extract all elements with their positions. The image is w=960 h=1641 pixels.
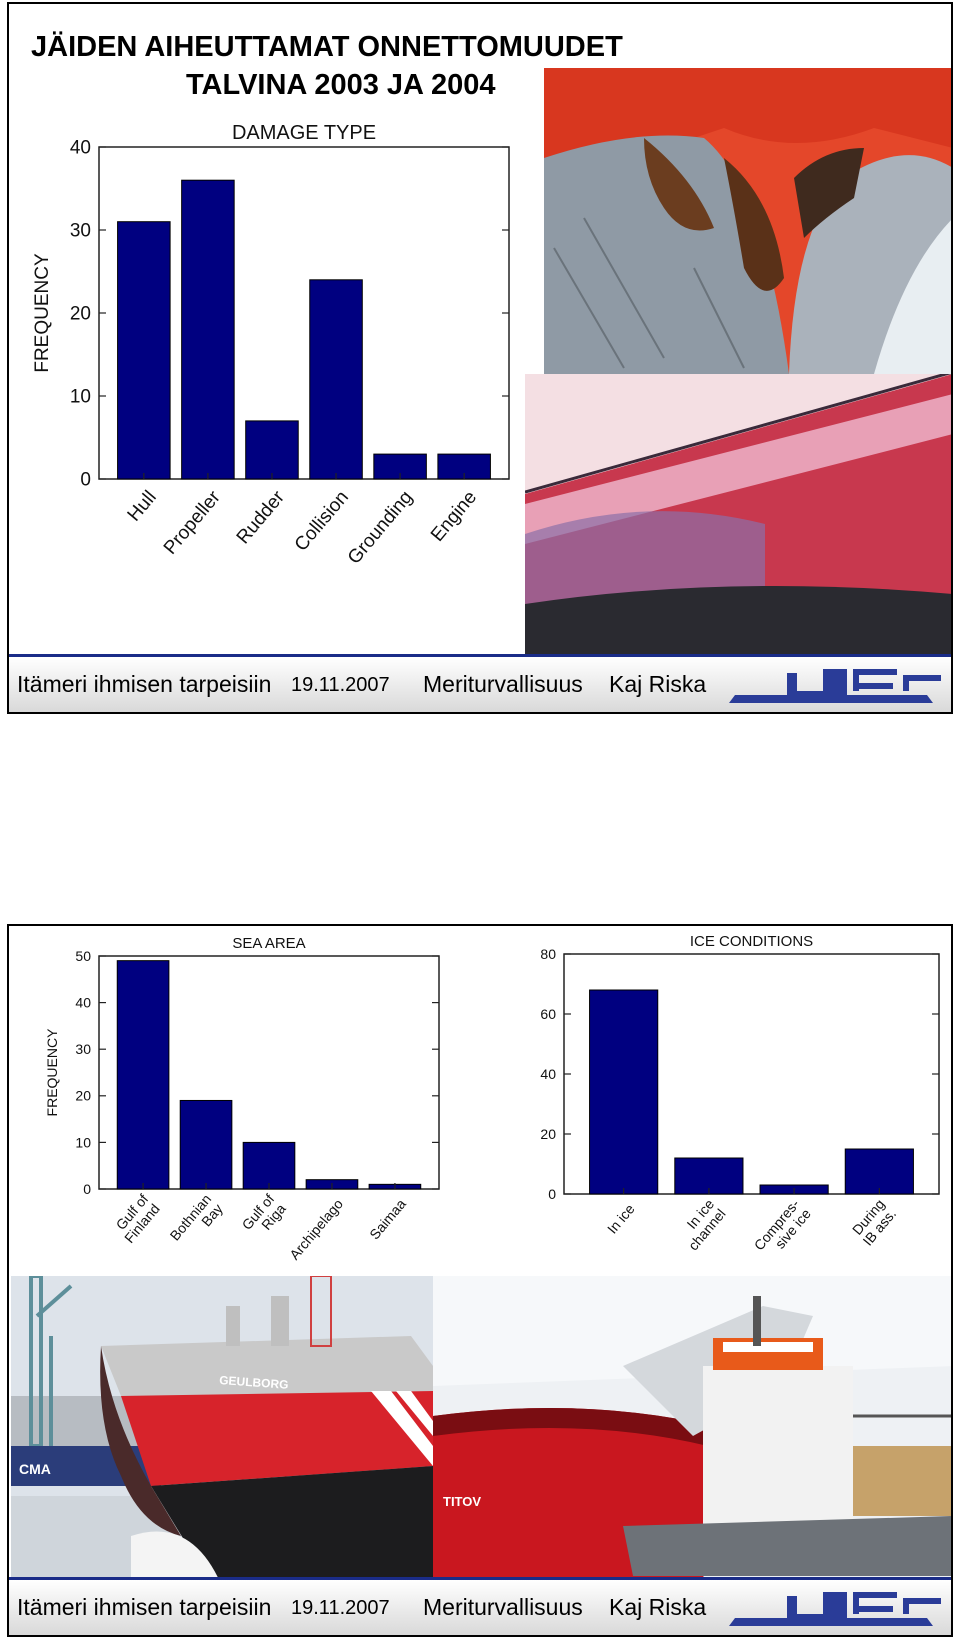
category-label-line: Propeller bbox=[160, 486, 225, 558]
category-label-line: Saimaa bbox=[366, 1196, 409, 1243]
ship-name-label-2: TITOV bbox=[443, 1494, 481, 1509]
footer-author: Kaj Riska bbox=[609, 671, 707, 697]
category-label-line: Engine bbox=[427, 487, 481, 546]
category-label: Saimaa bbox=[366, 1196, 409, 1243]
title-line-2: TALVINA 2003 JA 2004 bbox=[186, 69, 496, 101]
category-label: In icechannel bbox=[673, 1196, 728, 1254]
category-label: Propeller bbox=[160, 486, 225, 558]
category-label: Gulf ofRiga bbox=[239, 1191, 289, 1243]
y-axis-label: FREQUENCY bbox=[32, 253, 53, 373]
category-label: Engine bbox=[427, 487, 481, 546]
slide-footer: Itämeri ihmisen tarpeisiin 19.11.2007 Me… bbox=[9, 1577, 951, 1635]
footer-date: 19.11.2007 bbox=[291, 1597, 390, 1619]
bar-1 bbox=[179, 1099, 233, 1190]
slide-title: JÄIDEN AIHEUTTAMAT ONNETTOMUUDET TALVINA… bbox=[31, 28, 623, 104]
category-label-line: Collision bbox=[291, 487, 353, 556]
container-label: CMA bbox=[19, 1461, 51, 1477]
y-axis-label: FREQUENCY bbox=[44, 1028, 60, 1117]
chart-title: SEA AREA bbox=[232, 935, 305, 952]
y-tick-label: 10 bbox=[70, 387, 91, 408]
bar-2 bbox=[245, 420, 299, 480]
sea-area-chart: SEA AREA FREQUENCY 0 10 20 30 40 50 Gulf ofFinla… bbox=[44, 935, 440, 1263]
category-label-line: Rudder bbox=[233, 486, 290, 548]
y-tick-label: 80 bbox=[540, 946, 556, 962]
ice-conditions-chart: ICE CONDITIONS 0 20 40 60 80 In ice In icechann… bbox=[540, 933, 940, 1263]
category-label-line: In ice bbox=[604, 1201, 638, 1237]
category-label-line: Hull bbox=[124, 487, 161, 526]
y-tick-label: 10 bbox=[75, 1134, 91, 1150]
slide-sea-area-ice: SEA AREA FREQUENCY 0 10 20 30 40 50 Gulf ofFinla… bbox=[7, 924, 953, 1637]
y-tick-label: 0 bbox=[83, 1181, 91, 1197]
y-tick-label: 40 bbox=[70, 138, 91, 159]
slide-damage-type: JÄIDEN AIHEUTTAMAT ONNETTOMUUDET TALVINA… bbox=[7, 2, 953, 714]
footer-author: Kaj Riska bbox=[609, 1594, 707, 1620]
y-tick-label: 20 bbox=[75, 1088, 91, 1104]
footer-event: Itämeri ihmisen tarpeisiin bbox=[17, 1594, 272, 1620]
y-tick-label: 60 bbox=[540, 1006, 556, 1022]
y-tick-label: 20 bbox=[540, 1126, 556, 1142]
bar-1 bbox=[181, 179, 235, 480]
y-tick-label: 0 bbox=[548, 1186, 556, 1202]
category-label: BothnianBay bbox=[167, 1191, 226, 1253]
footer-event: Itämeri ihmisen tarpeisiin bbox=[17, 671, 272, 697]
y-tick-label: 30 bbox=[75, 1041, 91, 1057]
footer-topic: Meriturvallisuus bbox=[423, 1594, 583, 1620]
category-label: Compres-sive ice bbox=[751, 1196, 814, 1263]
title-line-1: JÄIDEN AIHEUTTAMAT ONNETTOMUUDET bbox=[31, 31, 623, 63]
damaged-bow-photo bbox=[544, 68, 951, 374]
category-label: Rudder bbox=[233, 486, 290, 548]
category-label: Grounding bbox=[344, 487, 417, 568]
geulborg-collision-photo: CMA GEULBORG bbox=[11, 1276, 433, 1584]
bar-0 bbox=[589, 989, 659, 1195]
ship-name-label: GEULBORG bbox=[219, 1373, 289, 1392]
category-label: Archipelago bbox=[286, 1196, 346, 1263]
red-hull-photo bbox=[525, 374, 951, 654]
bar-0 bbox=[116, 960, 170, 1190]
y-tick-label: 30 bbox=[70, 221, 91, 242]
y-tick-label: 40 bbox=[540, 1066, 556, 1082]
category-label: In ice bbox=[604, 1201, 638, 1237]
bar-2 bbox=[242, 1141, 296, 1190]
damage-type-chart: DAMAGE TYPE FREQUENCY 0 10 20 30 40 Hull Propell… bbox=[32, 122, 510, 568]
y-tick-label: 50 bbox=[75, 948, 91, 964]
category-label: Gulf ofFinland bbox=[110, 1191, 163, 1246]
category-label: DuringIB ass. bbox=[848, 1196, 899, 1249]
category-label: Hull bbox=[124, 487, 161, 526]
organisation-logo bbox=[729, 1592, 941, 1626]
slide-footer: Itämeri ihmisen tarpeisiin 19.11.2007 Me… bbox=[9, 654, 951, 712]
y-tick-label: 40 bbox=[75, 995, 91, 1011]
organisation-logo bbox=[729, 669, 941, 703]
footer-date: 19.11.2007 bbox=[291, 674, 390, 696]
category-label-line: Archipelago bbox=[286, 1196, 346, 1263]
titov-ice-photo: TITOV bbox=[433, 1276, 951, 1584]
category-label-line: Grounding bbox=[344, 487, 417, 568]
chart-title: ICE CONDITIONS bbox=[690, 933, 813, 950]
footer-topic: Meriturvallisuus bbox=[423, 671, 583, 697]
bar-0 bbox=[117, 221, 171, 480]
category-label: Collision bbox=[291, 487, 353, 556]
y-tick-label: 0 bbox=[80, 470, 91, 491]
bar-3 bbox=[844, 1148, 914, 1195]
y-tick-label: 20 bbox=[70, 304, 91, 325]
bar-3 bbox=[309, 279, 363, 480]
chart-title: DAMAGE TYPE bbox=[232, 122, 376, 144]
